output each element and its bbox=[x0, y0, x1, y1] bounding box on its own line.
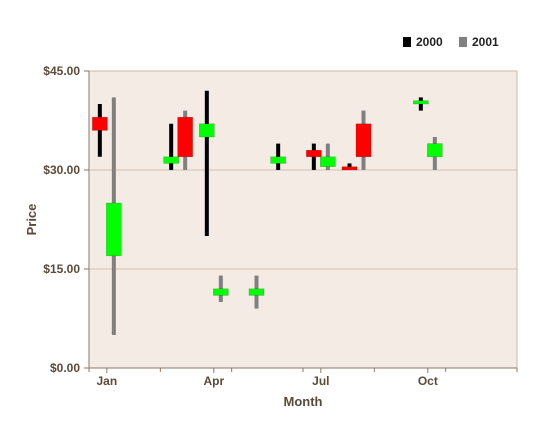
candle-body-2001-aug bbox=[355, 123, 372, 158]
candle-body-2000-aug bbox=[341, 166, 358, 171]
candle-body-2001-apr bbox=[213, 288, 229, 296]
candles bbox=[92, 90, 443, 335]
gridlines bbox=[89, 169, 517, 270]
candle-body-2001-mar bbox=[177, 116, 193, 158]
legend: 2000 2001 bbox=[403, 35, 499, 49]
legend-swatch-2001 bbox=[459, 37, 467, 47]
candle-body-2000-jul bbox=[306, 149, 322, 158]
candle-body-2000-jun bbox=[270, 156, 286, 164]
plot-area bbox=[88, 70, 518, 369]
y-tick-label-3: $45.00 bbox=[43, 64, 80, 78]
legend-swatch-2000 bbox=[403, 37, 411, 47]
candle-body-2001-may bbox=[248, 288, 265, 296]
axes: $0.00 $15.00 $30.00 $45.00 Jan Apr Jul Oct bbox=[43, 64, 518, 388]
candle-body-2000-oct bbox=[413, 100, 429, 105]
series-2000 bbox=[92, 90, 429, 236]
candle-body-2000-apr bbox=[199, 123, 215, 138]
legend-label-2000: 2000 bbox=[416, 35, 443, 49]
candle-body-2001-oct bbox=[427, 143, 443, 158]
y-tick-label-0: $0.00 bbox=[50, 361, 80, 375]
candle-body-2000-mar bbox=[163, 156, 179, 164]
y-axis-title: Price bbox=[24, 204, 39, 236]
x-tick-label-oct: Oct bbox=[418, 374, 438, 388]
x-tick-label-jul: Jul bbox=[312, 374, 329, 388]
y-tick-label-2: $30.00 bbox=[43, 163, 80, 177]
x-axis-title: Month bbox=[284, 394, 323, 409]
legend-label-2001: 2001 bbox=[472, 35, 499, 49]
candle-body-2000-jan bbox=[92, 116, 108, 131]
x-tick-label-apr: Apr bbox=[203, 374, 224, 388]
x-tick-label-jan: Jan bbox=[96, 374, 117, 388]
series-2001 bbox=[106, 97, 443, 335]
candle-body-2001-jul bbox=[320, 156, 336, 168]
y-tick-label-1: $15.00 bbox=[43, 262, 80, 276]
candle-body-2001-jan bbox=[106, 202, 122, 257]
